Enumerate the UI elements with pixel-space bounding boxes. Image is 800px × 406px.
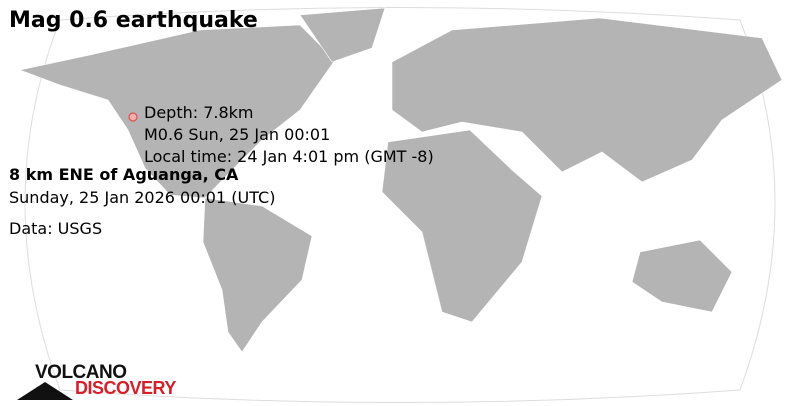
greenland [299,7,386,63]
datetime-label: Sunday, 25 Jan 2026 00:01 (UTC) [9,188,276,207]
depth-label: Depth: 7.8km [144,103,254,122]
location-label: 8 km ENE of Aguanga, CA [9,165,239,184]
marker-info: Depth: 7.8km M0.6 Sun, 25 Jan 00:01 Loca… [144,102,434,168]
local-time-label: Local time: 24 Jan 4:01 pm (GMT -8) [144,147,434,166]
source-label: Data: USGS [9,219,103,238]
logo-line1: VOLCANO [35,362,127,383]
africa [381,129,543,323]
australia [631,239,733,313]
eurasia [391,17,783,183]
south-america [202,197,313,353]
north-america [18,24,336,199]
logo-line2: DISCOVERY [75,378,176,398]
page-title: Mag 0.6 earthquake [9,8,258,33]
volcano-icon [17,382,73,400]
volcanodiscovery-logo: VOLCANO DISCOVERY [15,362,205,402]
earthquake-marker[interactable] [128,112,138,122]
summary-label: M0.6 Sun, 25 Jan 00:01 [144,125,331,144]
